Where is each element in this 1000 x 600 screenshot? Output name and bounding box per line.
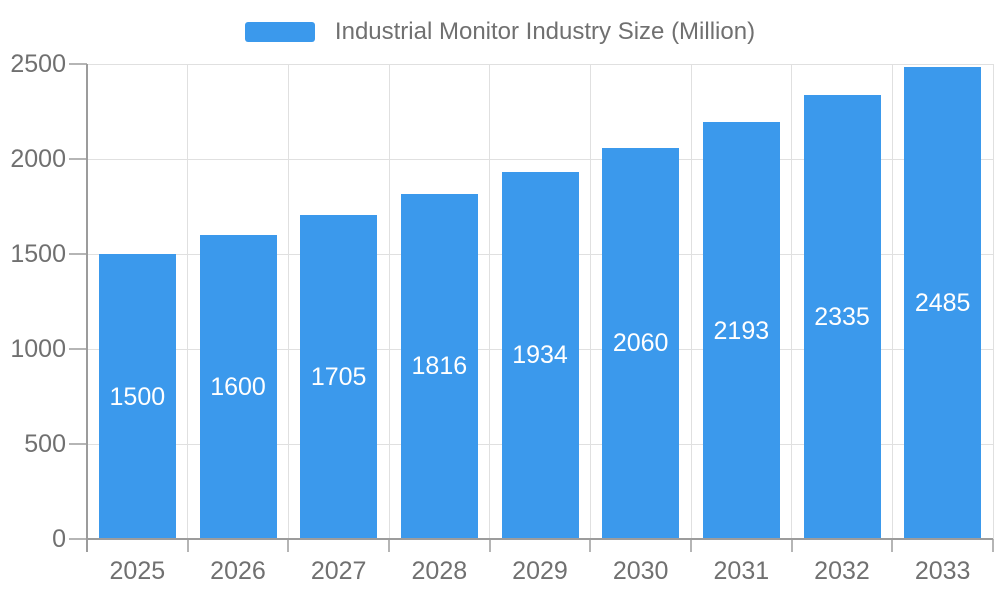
bar-value-label: 2485 xyxy=(914,288,971,317)
bar-value-label: 1500 xyxy=(109,382,166,411)
bar-value-label: 2060 xyxy=(612,329,669,358)
x-tick-label: 2025 xyxy=(109,557,166,585)
y-tick-label: 2500 xyxy=(10,50,66,78)
gridline-vertical xyxy=(891,64,893,539)
bar-value-label: 1705 xyxy=(310,363,367,392)
x-axis-tick xyxy=(186,539,189,552)
y-axis-tick xyxy=(69,348,87,350)
bar-value-label: 1816 xyxy=(411,352,468,381)
x-axis-tick xyxy=(790,539,793,552)
bar-2029[interactable] xyxy=(501,171,579,538)
bar-2033[interactable] xyxy=(904,66,982,538)
bar-value-label: 1600 xyxy=(210,373,266,401)
legend-swatch-icon xyxy=(244,22,315,42)
x-tick-label: 2031 xyxy=(713,557,770,585)
bar-value-label: 2193 xyxy=(713,316,770,345)
x-axis-tick xyxy=(488,539,491,552)
x-tick-label: 2033 xyxy=(914,557,971,585)
x-axis-tick xyxy=(992,539,994,552)
gridline-horizontal xyxy=(87,63,993,65)
x-axis-line xyxy=(86,538,993,540)
y-axis-tick xyxy=(69,443,87,445)
y-axis-tick xyxy=(69,538,87,540)
bar-2025[interactable] xyxy=(98,254,176,538)
gridline-vertical xyxy=(791,64,793,539)
x-tick-label: 2032 xyxy=(814,557,870,585)
y-axis-tick xyxy=(69,158,87,160)
x-axis-tick xyxy=(589,539,592,552)
gridline-vertical xyxy=(992,64,994,539)
gridline-horizontal xyxy=(87,158,993,160)
x-axis-tick xyxy=(891,539,894,552)
legend-item[interactable]: Industrial Monitor Industry Size (Millio… xyxy=(0,18,1000,45)
bar-2027[interactable] xyxy=(300,215,378,538)
gridline-vertical xyxy=(489,64,491,539)
x-axis-tick xyxy=(690,539,692,552)
gridline-vertical xyxy=(287,64,289,539)
y-axis-tick xyxy=(69,63,87,65)
y-tick-label: 2000 xyxy=(10,145,66,173)
bar-2030[interactable] xyxy=(602,147,680,538)
gridline-vertical xyxy=(187,64,189,539)
x-tick-label: 2026 xyxy=(210,557,266,585)
x-tick-label: 2030 xyxy=(612,557,669,585)
x-tick-label: 2028 xyxy=(411,557,468,585)
y-tick-label: 0 xyxy=(52,525,66,553)
bar-2028[interactable] xyxy=(400,193,478,538)
gridline-vertical xyxy=(388,64,390,539)
chart-title: Industrial Monitor Industry Size (Millio… xyxy=(334,18,756,45)
bar-2031[interactable] xyxy=(702,122,780,538)
gridline-vertical xyxy=(690,64,692,539)
gridline-vertical xyxy=(589,64,591,539)
x-axis-tick xyxy=(287,539,290,552)
y-tick-label: 1500 xyxy=(10,240,66,268)
bar-2026[interactable] xyxy=(199,235,277,538)
x-axis-tick xyxy=(388,539,390,552)
y-tick-label: 500 xyxy=(24,430,66,458)
bar-2032[interactable] xyxy=(803,95,881,538)
y-axis-line xyxy=(86,64,88,552)
y-tick-label: 1000 xyxy=(10,335,66,363)
x-tick-label: 2029 xyxy=(512,557,568,585)
x-tick-label: 2027 xyxy=(310,557,367,585)
bar-value-label: 1934 xyxy=(512,341,568,370)
bar-value-label: 2335 xyxy=(814,303,870,332)
y-axis-tick xyxy=(69,253,87,255)
